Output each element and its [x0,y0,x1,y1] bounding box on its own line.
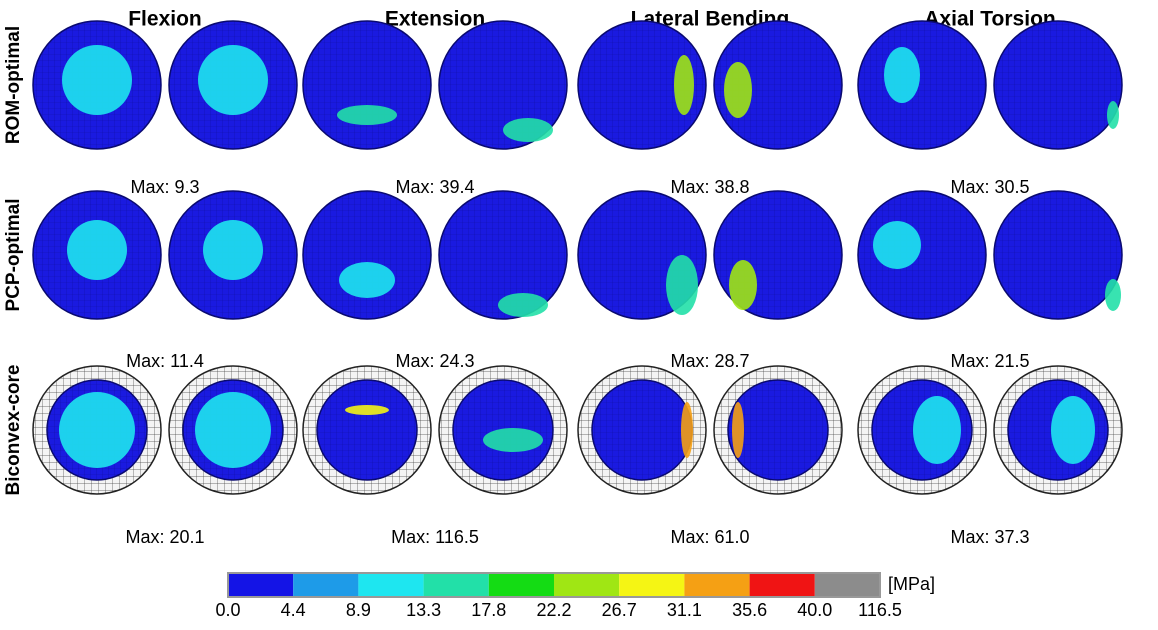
colorbar-tick-label: 0.0 [215,600,240,620]
stress-region [498,293,548,317]
colorbar-segment [684,573,750,597]
max-label: Max: 61.0 [670,527,749,547]
stress-region [1107,101,1119,129]
stress-region [195,392,271,468]
colorbar-frame [227,572,881,598]
stress-region [345,405,389,415]
stress-region [62,45,132,115]
stress-region [732,402,744,458]
max-label: Max: 28.7 [670,351,749,371]
colorbar-tick-label: 31.1 [667,600,702,620]
disc [993,20,1123,150]
stress-region [1105,279,1121,311]
colorbar-segment [619,573,685,597]
stress-region [67,220,127,280]
max-label: Max: 20.1 [125,527,204,547]
stress-region [1051,396,1095,464]
row-label: ROM-optimal [3,26,24,144]
colorbar-tick-label: 8.9 [346,600,371,620]
colorbar-tick-label: 116.5 [858,600,902,620]
stress-region [503,118,553,142]
column-header: Axial Torsion [924,8,1055,31]
max-label: Max: 38.8 [670,177,749,197]
stress-region [724,62,752,118]
stress-region [59,392,135,468]
stress-region [729,260,757,310]
column-header: Flexion [128,8,202,31]
stress-region [339,262,395,298]
stress-region [674,55,694,115]
colorbar-segment [749,573,815,597]
disc [438,20,568,150]
disc [713,20,843,150]
max-label: Max: 39.4 [395,177,474,197]
disc [577,20,707,150]
colorbar-segment [293,573,359,597]
disc [993,190,1123,320]
stress-region [666,255,698,315]
colorbar-segment [488,573,554,597]
colorbar-tick-label: 4.4 [281,600,306,620]
max-label: Max: 21.5 [950,351,1029,371]
colorbar-tick-label: 26.7 [602,600,637,620]
colorbar-unit: [MPa] [888,574,935,594]
column-header: Extension [385,8,485,31]
disc [438,190,568,320]
colorbar-tick-label: 35.6 [732,600,767,620]
disc [316,379,418,481]
colorbar-segment [358,573,424,597]
max-label: Max: 9.3 [130,177,199,197]
row-label: Biconvex-core [3,365,24,496]
max-label: Max: 116.5 [391,527,479,547]
colorbar-tick-label: 13.3 [406,600,441,620]
stress-region [483,428,543,452]
colorbar-segment [228,573,294,597]
stress-region [337,105,397,125]
column-header: Lateral Bending [631,8,790,31]
disc [857,20,987,150]
stress-region [873,221,921,269]
colorbar-tick-label: 22.2 [536,600,571,620]
stress-region [884,47,920,103]
colorbar-tick-label: 17.8 [471,600,506,620]
colorbar-segment [423,573,489,597]
colorbar-segment [554,573,620,597]
stress-region [681,402,693,458]
max-label: Max: 37.3 [950,527,1029,547]
max-label: Max: 24.3 [395,351,474,371]
colorbar-segment [814,573,880,597]
disc [302,20,432,150]
colorbar-tick-label: 40.0 [797,600,832,620]
disc [727,379,829,481]
stress-region [913,396,961,464]
max-label: Max: 11.4 [126,351,204,371]
disc [302,190,432,320]
row-label: PCP-optimal [3,199,24,312]
stress-region [203,220,263,280]
max-label: Max: 30.5 [950,177,1029,197]
disc [591,379,693,481]
stress-region [198,45,268,115]
